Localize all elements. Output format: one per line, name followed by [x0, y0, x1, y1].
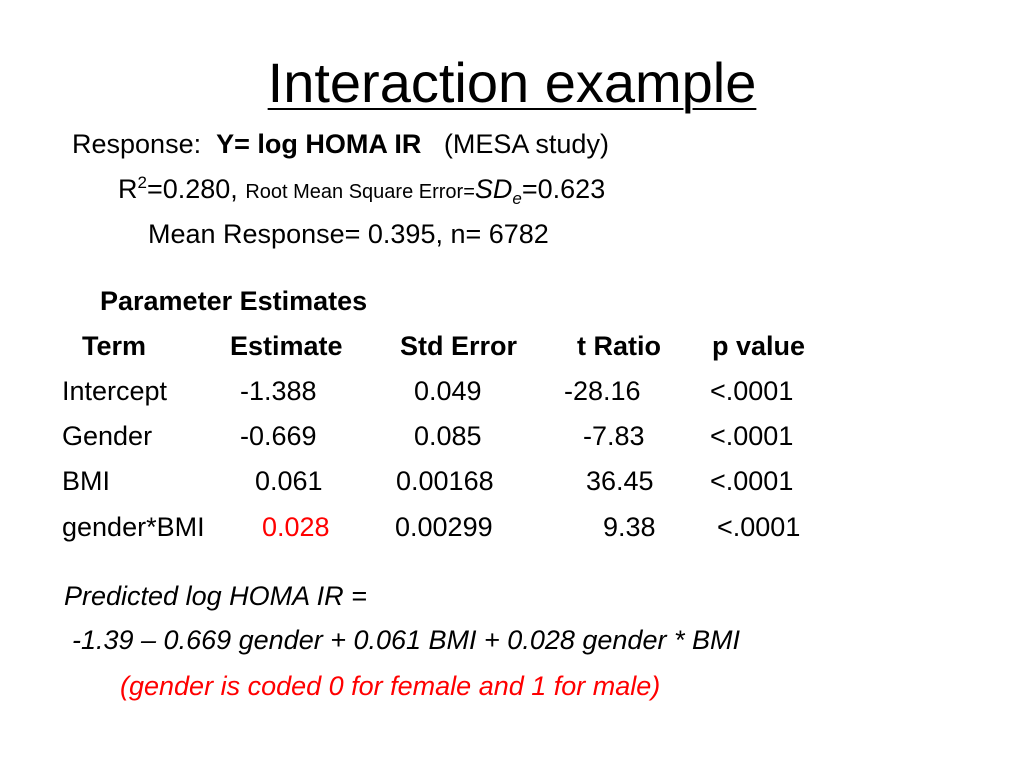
r-squared-value: =0.280,	[146, 174, 238, 204]
mean-response-line: Mean Response= 0.395, n= 6782	[148, 219, 549, 249]
response-label: Response:	[72, 129, 202, 159]
table-row: BMI 0.061 0.00168 36.45 <.0001	[0, 464, 1024, 498]
header-estimate: Estimate	[230, 331, 343, 361]
parameter-estimates-heading: Parameter Estimates	[100, 286, 368, 316]
gender-coding-note: (gender is coded 0 for female and 1 for …	[120, 671, 661, 701]
cell-term: Intercept	[62, 376, 168, 406]
r-squared-label: R	[118, 174, 138, 204]
header-term: Term	[82, 331, 147, 361]
cell-t-ratio: 9.38	[603, 512, 656, 542]
sd-subscript: e	[512, 189, 522, 208]
cell-estimate: -0.669	[240, 421, 317, 451]
prediction-heading: Predicted log HOMA IR =	[64, 581, 367, 611]
cell-term: gender*BMI	[62, 512, 205, 542]
cell-std-error: 0.00299	[395, 512, 493, 542]
slide-title: Interaction example	[0, 50, 1024, 116]
table-row: Gender -0.669 0.085 -7.83 <.0001	[0, 419, 1024, 453]
table-row: Intercept -1.388 0.049 -28.16 <.0001	[0, 374, 1024, 408]
cell-p-value: <.0001	[710, 466, 794, 496]
prediction-equation: -1.39 – 0.669 gender + 0.061 BMI + 0.028…	[72, 625, 740, 655]
cell-p-value: <.0001	[710, 376, 794, 406]
cell-p-value: <.0001	[717, 512, 801, 542]
cell-term: Gender	[62, 421, 153, 451]
cell-t-ratio: -28.16	[564, 376, 641, 406]
header-p-value: p value	[712, 331, 806, 361]
sd-value: =0.623	[521, 174, 606, 204]
cell-estimate-highlighted: 0.028	[262, 512, 330, 542]
r-squared-superscript: 2	[137, 173, 147, 192]
response-variable: Y= log HOMA IR	[216, 129, 422, 159]
cell-t-ratio: 36.45	[586, 466, 654, 496]
header-t-ratio: t Ratio	[577, 331, 661, 361]
cell-estimate: 0.061	[255, 466, 323, 496]
slide-title-text: Interaction example	[267, 51, 757, 114]
response-line: Response: Y= log HOMA IR (MESA study)	[72, 127, 609, 161]
cell-p-value: <.0001	[710, 421, 794, 451]
cell-estimate: -1.388	[240, 376, 317, 406]
sd-label: SD	[474, 174, 513, 204]
cell-std-error: 0.049	[414, 376, 482, 406]
cell-t-ratio: -7.83	[583, 421, 645, 451]
fit-stats-line: R2=0.280, Root Mean Square Error=SDe=0.6…	[118, 172, 605, 209]
rmse-label: Root Mean Square Error=	[245, 181, 475, 203]
cell-std-error: 0.085	[414, 421, 482, 451]
cell-term: BMI	[62, 466, 111, 496]
study-name: (MESA study)	[443, 129, 609, 159]
table-row: gender*BMI 0.028 0.00299 9.38 <.0001	[0, 510, 1024, 544]
header-std-error: Std Error	[400, 331, 518, 361]
table-header-row: Term Estimate Std Error t Ratio p value	[0, 329, 1024, 363]
cell-std-error: 0.00168	[396, 466, 494, 496]
